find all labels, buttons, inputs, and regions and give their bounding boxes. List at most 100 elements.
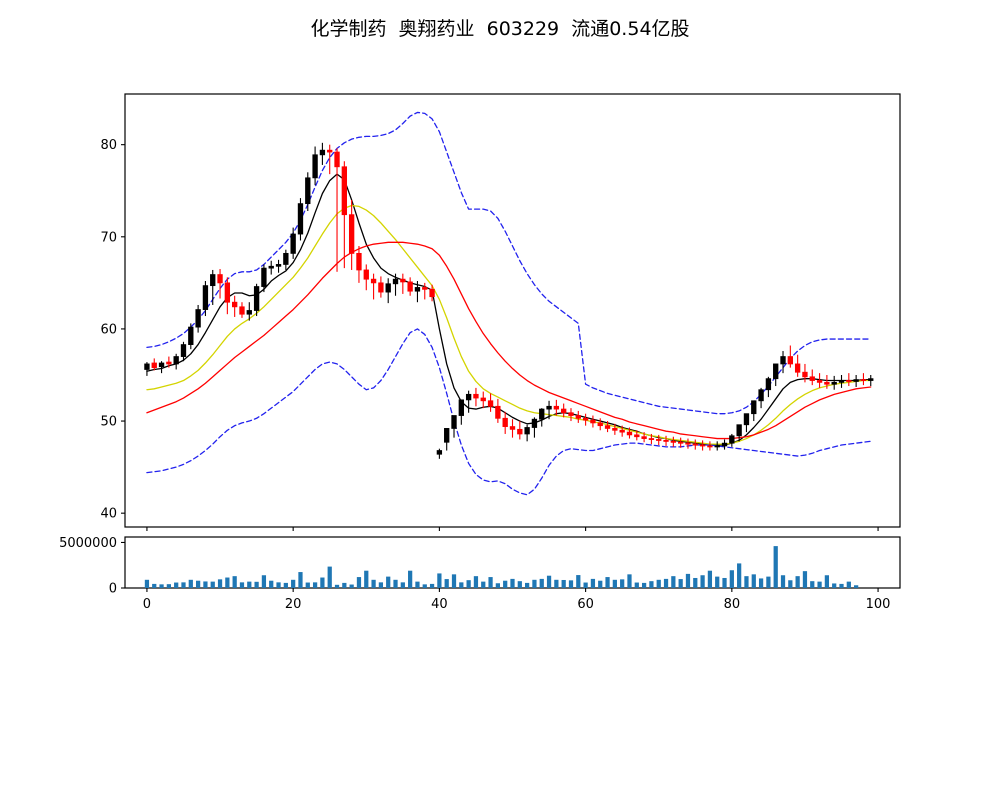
candlestick: [575, 410, 581, 423]
candlestick: [714, 441, 720, 451]
candlestick: [860, 373, 867, 386]
candle-body: [407, 281, 413, 292]
candle-body: [590, 419, 596, 424]
candlestick: [246, 302, 252, 321]
candle-body: [809, 376, 815, 381]
candlestick: [319, 142, 326, 165]
candlestick: [663, 435, 669, 446]
candlestick: [180, 341, 187, 362]
volume-bar: [269, 580, 274, 588]
volume-bar: [386, 576, 391, 588]
volume-bar: [283, 582, 288, 588]
price-y-tick-label: 60: [100, 322, 117, 337]
volume-bar: [408, 570, 413, 588]
candle-body: [729, 435, 735, 444]
volume-bar: [144, 579, 150, 588]
candlestick: [341, 161, 348, 269]
volume-bar: [488, 577, 493, 588]
candle-body: [816, 380, 823, 383]
candlestick: [524, 424, 530, 442]
candle-body: [751, 400, 757, 415]
candle-body: [400, 278, 406, 283]
candle-body: [210, 274, 216, 287]
volume-bar: [349, 584, 354, 588]
candlestick: [846, 373, 852, 387]
volume-bar: [473, 576, 479, 588]
candlestick: [743, 413, 750, 433]
candle-body: [838, 380, 845, 383]
volume-bar: [612, 579, 617, 588]
volume-bar: [576, 575, 581, 588]
candle-body: [787, 356, 793, 365]
candle-body: [582, 417, 589, 421]
candle-body: [422, 287, 428, 290]
candlestick: [480, 391, 486, 409]
candlestick: [773, 363, 779, 387]
candle-body: [575, 415, 581, 419]
volume-bar: [517, 581, 522, 588]
candle-body: [385, 283, 391, 293]
candle-body: [290, 233, 296, 254]
ma-line-ma-mid-yellow-: [146, 204, 872, 445]
candle-body: [239, 306, 245, 315]
candle-body: [597, 422, 603, 427]
candle-body: [860, 379, 867, 381]
candlestick: [166, 356, 172, 368]
candle-body: [853, 379, 859, 382]
volume-bar: [685, 573, 691, 588]
candle-body: [553, 405, 560, 410]
candlestick: [590, 415, 596, 428]
candle-body: [356, 252, 362, 271]
volume-bar: [532, 579, 537, 588]
volume-bar: [400, 582, 405, 588]
volume-bar: [737, 563, 742, 588]
volume-bar: [232, 576, 237, 588]
candle-body: [480, 397, 486, 402]
candle-body: [253, 286, 260, 311]
candle-body: [656, 439, 662, 441]
volume-bar: [371, 579, 376, 588]
candle-body: [685, 442, 691, 445]
candlestick: [736, 424, 742, 442]
volume-y-tick-label: 5000000: [59, 536, 117, 551]
candle-body: [634, 434, 640, 438]
candle-body: [509, 426, 516, 430]
candlestick: [787, 345, 793, 368]
volume-bar: [722, 577, 727, 588]
ma-line-ma-short-black-: [146, 173, 872, 446]
candle-body: [626, 431, 633, 436]
volume-bar: [561, 579, 566, 588]
candlestick: [451, 415, 457, 438]
volume-bar: [239, 582, 245, 588]
candlestick: [561, 403, 567, 418]
candle-body: [714, 445, 720, 448]
candle-body: [692, 443, 698, 446]
candlestick: [378, 276, 384, 298]
candle-body: [773, 363, 779, 380]
candlestick: [407, 277, 413, 296]
candlestick: [539, 408, 545, 427]
candlestick: [699, 440, 706, 451]
volume-bar: [766, 576, 771, 588]
candlestick: [502, 411, 508, 434]
candlestick: [794, 354, 801, 377]
volume-bar: [707, 570, 713, 588]
candlestick: [305, 172, 311, 212]
candlestick: [400, 273, 406, 294]
volume-bar: [854, 585, 859, 588]
candlestick: [202, 281, 209, 317]
candlestick: [656, 434, 662, 446]
candlestick: [619, 425, 625, 437]
candle-body: [268, 265, 274, 269]
candle-body: [473, 393, 479, 399]
volume-bar: [342, 582, 347, 588]
volume-bar: [525, 582, 530, 588]
candlestick: [297, 198, 304, 241]
candlestick: [765, 376, 772, 398]
candle-body: [524, 427, 530, 435]
volume-bar: [217, 579, 223, 588]
candlestick: [334, 148, 340, 272]
candle-body: [765, 378, 772, 391]
candlestick: [173, 353, 179, 370]
volume-bar: [678, 579, 683, 588]
